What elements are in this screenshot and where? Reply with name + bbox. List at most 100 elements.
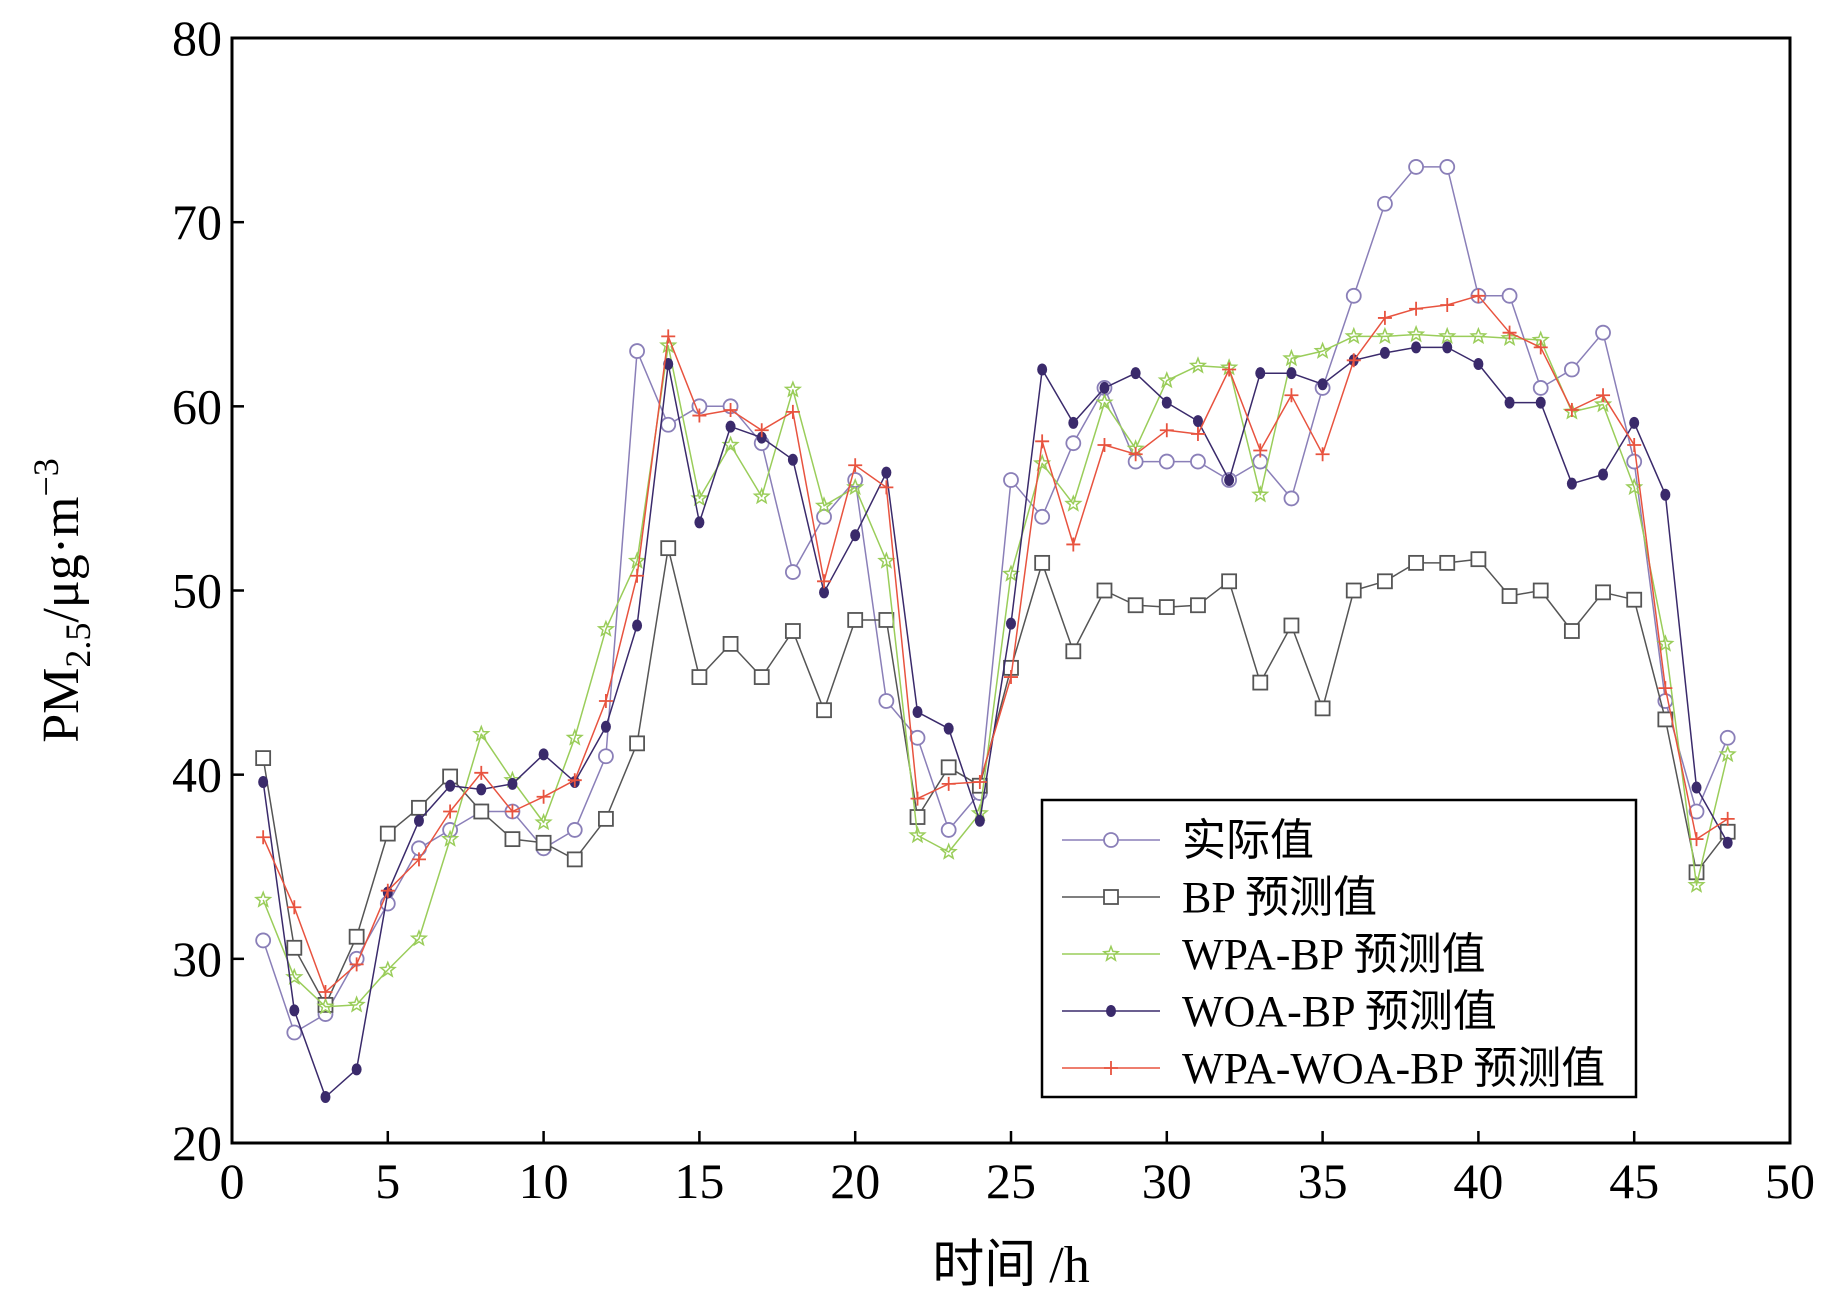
data-point: [507, 777, 518, 790]
data-point: [1003, 472, 1019, 488]
data-point: [722, 636, 739, 652]
data-point: [287, 900, 302, 915]
data-point: [600, 720, 611, 733]
data-point: [566, 851, 583, 868]
data-point: [1034, 554, 1051, 571]
x-tick-label: 20: [830, 1153, 880, 1209]
data-point: [1283, 490, 1300, 507]
data-point: [1595, 324, 1611, 341]
data-point: [1408, 554, 1424, 571]
data-point: [351, 1063, 362, 1076]
data-point: [879, 480, 894, 495]
data-point: [1533, 340, 1548, 355]
legend-item: BP 预测值: [1062, 873, 1377, 922]
legend-label: WPA-BP 预测值: [1182, 930, 1486, 979]
data-point: [1593, 394, 1613, 413]
data-point: [536, 789, 551, 804]
data-point: [1408, 159, 1424, 175]
data-point: [255, 750, 272, 766]
y-axis-title: PM2.5/μg·m−3: [26, 458, 98, 743]
data-point: [632, 619, 643, 632]
data-point: [972, 775, 987, 790]
data-point: [349, 957, 364, 972]
data-point: [1345, 287, 1362, 304]
series: [258, 341, 1733, 1103]
data-point: [1313, 341, 1332, 359]
data-point: [1346, 353, 1361, 368]
x-tick-label: 10: [519, 1153, 569, 1209]
x-tick-label: 35: [1298, 1153, 1348, 1209]
data-point: [752, 487, 771, 505]
data-point: [347, 995, 366, 1013]
data-point: [472, 724, 491, 742]
data-point: [814, 496, 834, 514]
y-tick-label: 60: [172, 378, 222, 434]
data-point: [908, 825, 927, 844]
data-point: [910, 791, 925, 806]
data-point: [1501, 287, 1518, 304]
data-point: [940, 759, 957, 776]
data-point: [1596, 388, 1611, 403]
data-point: [694, 516, 705, 529]
data-point: [785, 404, 800, 419]
y-tick-label: 50: [172, 563, 222, 619]
data-point: [1442, 341, 1453, 354]
data-point: [1722, 836, 1733, 849]
data-point: [411, 852, 426, 867]
data-point: [380, 883, 395, 898]
y-tick-label: 70: [172, 194, 222, 250]
data-point: [598, 810, 614, 827]
data-point: [289, 1004, 300, 1017]
data-point: [413, 814, 424, 827]
legend-marker: [1103, 889, 1119, 905]
x-tick-label: 25: [986, 1153, 1036, 1209]
data-point: [974, 814, 985, 827]
data-point: [320, 1090, 331, 1103]
data-point: [1501, 588, 1518, 604]
data-point: [850, 529, 861, 542]
y-tick-label: 20: [172, 1115, 222, 1171]
data-point: [1159, 423, 1174, 438]
data-point: [1535, 396, 1546, 409]
data-point: [1720, 811, 1735, 826]
data-point: [1375, 326, 1395, 345]
data-point: [661, 329, 676, 344]
data-point: [1595, 584, 1611, 601]
data-point: [1719, 823, 1736, 840]
y-tick-label: 80: [172, 10, 222, 66]
data-point: [504, 831, 521, 848]
y-axis-title-superscript: −3: [26, 458, 66, 496]
data-point: [878, 612, 895, 628]
data-point: [1190, 453, 1206, 470]
data-point: [1627, 438, 1642, 453]
data-point: [627, 551, 647, 569]
data-point: [1065, 435, 1082, 452]
data-point: [316, 997, 335, 1015]
data-point: [817, 574, 832, 589]
data-point: [819, 586, 830, 599]
data-point: [1251, 485, 1270, 503]
x-tick-label: 0: [220, 1153, 245, 1209]
data-point: [378, 960, 397, 978]
data-point: [567, 773, 582, 788]
x-tick-label: 50: [1765, 1153, 1815, 1209]
x-tick-label: 40: [1453, 1153, 1503, 1209]
y-tick-label: 40: [172, 747, 222, 803]
data-point: [756, 431, 767, 444]
data-point: [505, 804, 520, 819]
data-point: [1626, 453, 1643, 470]
data-point: [909, 809, 926, 825]
data-point: [474, 765, 489, 780]
data-point: [943, 722, 954, 735]
data-point: [877, 551, 896, 569]
data-point: [1064, 494, 1083, 512]
data-point: [1438, 326, 1457, 345]
data-point: [1190, 597, 1206, 614]
data-point: [1095, 392, 1114, 411]
legend-item: WOA-BP 预测值: [1062, 987, 1497, 1036]
data-point: [816, 702, 832, 719]
data-point: [659, 335, 678, 354]
data-point: [1161, 396, 1172, 409]
data-point: [596, 619, 616, 637]
